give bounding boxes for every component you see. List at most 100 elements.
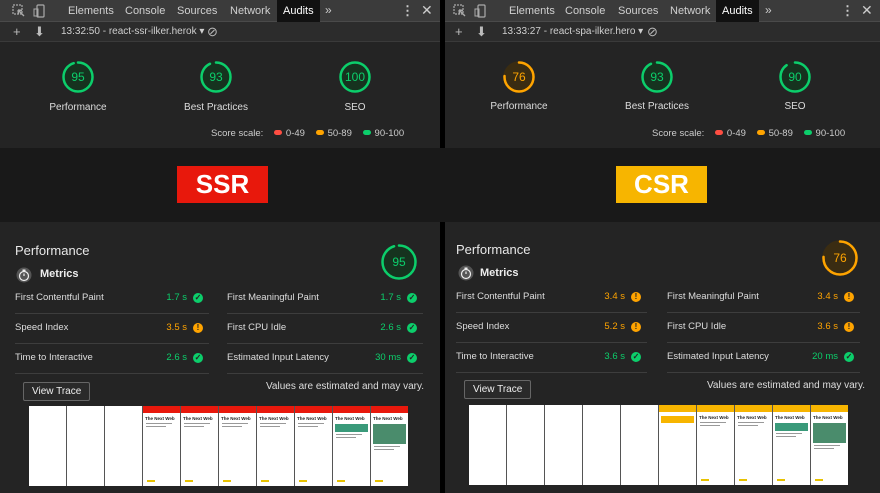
score-scale-label: Score scale: xyxy=(652,128,705,139)
csr-banner: CSR xyxy=(616,166,707,203)
seo-gauge[interactable]: 100 xyxy=(338,60,372,94)
performance-gauge[interactable]: 76 xyxy=(502,60,536,94)
view-trace-button[interactable]: View Trace xyxy=(464,380,532,399)
filmstrip: The Next Web The Next Web The Next Web The … xyxy=(29,406,408,486)
device-toolbar-icon[interactable] xyxy=(33,4,47,18)
device-toolbar-icon[interactable] xyxy=(474,4,488,18)
tab-network[interactable]: Network xyxy=(230,5,271,17)
close-icon[interactable]: ✕ xyxy=(861,2,873,18)
score-range-fail: 0-49 xyxy=(285,128,305,139)
tab-elements[interactable]: Elements xyxy=(509,5,555,17)
metric-row: First Meaningful Paint 3.4 s! xyxy=(667,283,860,313)
frame-header-bar xyxy=(811,405,848,412)
frame-heading: The Next Web xyxy=(221,416,251,421)
metric-row: Time to Interactive 3.6 s ✓ xyxy=(456,343,647,373)
view-trace-button[interactable]: View Trace xyxy=(23,382,91,401)
new-audit-icon[interactable]: + xyxy=(455,24,463,39)
frame-text-line xyxy=(336,434,362,435)
metric-row: Estimated Input Latency 20 ms ✓ xyxy=(667,343,860,373)
metric-name: First CPU Idle xyxy=(667,321,727,332)
best-practices-gauge[interactable]: 93 xyxy=(199,60,233,94)
metric-row: First CPU Idle 2.6 s ✓ xyxy=(227,314,423,344)
frame-footer-mark xyxy=(147,480,155,482)
frame-footer-mark xyxy=(185,480,193,482)
panel-divider xyxy=(440,0,445,493)
tab-audits[interactable]: Audits xyxy=(716,0,759,22)
performance-gauge[interactable]: 95 xyxy=(61,60,95,94)
score-range-pass: 90-100 xyxy=(374,128,405,139)
stopwatch-icon xyxy=(16,267,32,283)
fail-dot-icon xyxy=(273,130,282,136)
filmstrip-frame: The Next Web xyxy=(219,406,256,486)
metric-value: 3.6 s xyxy=(817,321,838,332)
metric-row: First CPU Idle 3.6 s! xyxy=(667,313,860,343)
filmstrip-frame: The Next Web xyxy=(143,406,180,486)
more-tabs-button[interactable]: » xyxy=(325,3,332,17)
devtools-tabbar: Elements Console Sources Network Audits … xyxy=(445,0,880,22)
score-scale-label: Score scale: xyxy=(211,128,264,139)
gauge-label-seo: SEO xyxy=(344,102,366,113)
inspect-element-icon[interactable] xyxy=(453,4,467,18)
metric-name: Speed Index xyxy=(15,322,69,333)
tab-audits[interactable]: Audits xyxy=(277,0,320,22)
filmstrip-frame xyxy=(659,405,696,485)
tab-sources[interactable]: Sources xyxy=(618,5,659,17)
tab-elements[interactable]: Elements xyxy=(68,5,114,17)
frame-footer-mark xyxy=(739,479,747,481)
frame-text-line xyxy=(738,422,764,423)
download-report-icon[interactable]: ⬇ xyxy=(476,24,487,39)
frame-text-line xyxy=(336,437,357,438)
clear-reports-icon[interactable]: ⊘ xyxy=(207,24,218,39)
tab-network[interactable]: Network xyxy=(670,5,711,17)
gauge-label-best-practices: Best Practices xyxy=(625,101,689,112)
clear-reports-icon[interactable]: ⊘ xyxy=(647,24,658,39)
inspect-element-icon[interactable] xyxy=(12,4,26,18)
report-selector[interactable]: 13:32:50 - react-ssr-ilker.herok ▾ xyxy=(61,26,205,37)
metric-value: 2.6 s xyxy=(166,352,187,363)
tab-console[interactable]: Console xyxy=(125,5,166,17)
metric-row: Estimated Input Latency 30 ms ✓ xyxy=(227,344,423,374)
metric-name: Speed Index xyxy=(456,321,510,332)
metric-name: Time to Interactive xyxy=(15,352,93,363)
metric-value: 3.4 s xyxy=(604,291,625,302)
metrics-header: Metrics xyxy=(40,268,79,280)
frame-footer-mark xyxy=(261,480,269,482)
devtools-menu-icon[interactable]: ⋮ xyxy=(841,3,854,18)
seo-gauge[interactable]: 90 xyxy=(778,60,812,94)
best-practices-gauge[interactable]: 93 xyxy=(640,60,674,94)
devtools-menu-icon[interactable]: ⋮ xyxy=(401,3,414,18)
audits-toolbar: + ⬇ 13:33:27 - react-spa-ilker.hero ▾ ⊘ xyxy=(445,22,880,42)
frame-header-bar xyxy=(773,405,810,412)
frame-heading: The Next Web xyxy=(373,416,403,421)
score-range-average: 50-89 xyxy=(768,128,793,139)
frame-header-bar xyxy=(143,406,180,413)
frame-text-line xyxy=(260,423,286,424)
frame-text-line xyxy=(146,426,167,427)
tab-console[interactable]: Console xyxy=(565,5,606,17)
filmstrip-frame: The Next Web xyxy=(697,405,734,485)
tab-sources[interactable]: Sources xyxy=(177,5,218,17)
performance-title: Performance xyxy=(15,243,90,258)
performance-title: Performance xyxy=(456,242,531,257)
frame-text-line xyxy=(260,426,281,427)
frame-header-bar xyxy=(295,406,332,413)
gauge-label-best-practices: Best Practices xyxy=(184,102,248,113)
new-audit-icon[interactable]: + xyxy=(13,24,21,39)
score-range-fail: 0-49 xyxy=(726,128,746,139)
gauge-label-seo: SEO xyxy=(784,101,806,112)
frame-text-line xyxy=(814,445,840,446)
download-report-icon[interactable]: ⬇ xyxy=(34,24,45,39)
gauge-score: 100 xyxy=(344,70,366,84)
frame-text-line xyxy=(298,423,324,424)
frame-text-line xyxy=(700,425,721,426)
metric-row: Speed Index 5.2 s! xyxy=(456,313,647,343)
average-warning-icon: ! xyxy=(844,292,854,302)
more-tabs-button[interactable]: » xyxy=(765,3,772,17)
metric-value: 3.4 s xyxy=(817,291,838,302)
report-selector[interactable]: 13:33:27 - react-spa-ilker.hero ▾ xyxy=(502,26,644,37)
frame-heading: The Next Web xyxy=(297,416,327,421)
frame-image xyxy=(813,423,846,443)
filmstrip-frame xyxy=(583,405,620,485)
close-icon[interactable]: ✕ xyxy=(421,2,433,18)
gauge-score: 76 xyxy=(833,251,847,265)
